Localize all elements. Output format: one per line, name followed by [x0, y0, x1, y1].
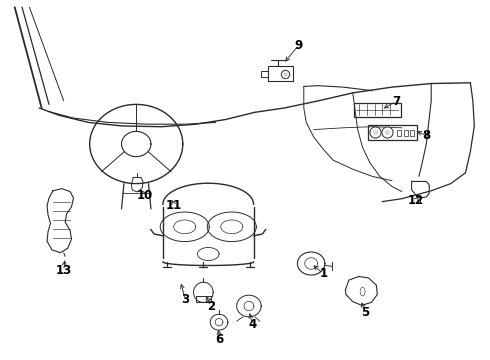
Text: 4: 4	[248, 318, 256, 330]
Bar	[268, 66, 293, 81]
Text: 11: 11	[166, 199, 182, 212]
Text: 5: 5	[361, 306, 369, 319]
Bar	[404, 130, 408, 136]
Text: 13: 13	[55, 264, 72, 277]
Text: 7: 7	[392, 95, 400, 108]
Bar	[196, 296, 211, 302]
Text: 1: 1	[319, 267, 327, 280]
Bar	[397, 130, 401, 136]
Text: 3: 3	[181, 293, 189, 306]
Text: 9: 9	[295, 39, 303, 51]
Bar	[410, 130, 414, 136]
Bar	[368, 125, 416, 140]
Text: 10: 10	[136, 189, 153, 202]
Bar	[354, 103, 401, 117]
Text: 2: 2	[207, 300, 215, 312]
Text: 6: 6	[216, 333, 223, 346]
Text: 8: 8	[422, 129, 430, 142]
Text: 12: 12	[407, 194, 424, 207]
Bar	[261, 71, 268, 77]
